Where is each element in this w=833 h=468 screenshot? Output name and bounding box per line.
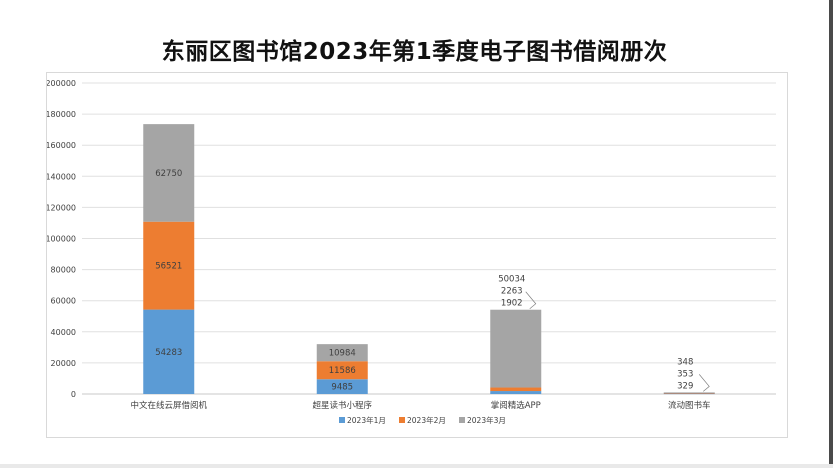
x-tick-label: 掌阅精选APP [491,400,541,411]
bar-segment [663,392,715,393]
data-label: 348 [677,357,693,367]
data-label: 2263 [501,287,523,297]
bar-segment [490,391,542,394]
page-edge [829,0,833,468]
y-tick-label: 80000 [51,266,76,275]
x-tick-label: 超星读书小程序 [312,400,372,411]
y-tick-label: 140000 [47,172,76,181]
y-tick-label: 160000 [47,141,76,150]
page-edge [0,464,833,468]
leader-line [698,374,710,392]
x-tick-label: 中文在线云屏借阅机 [130,400,207,411]
bar-segment [316,344,368,362]
data-label: 10984 [329,349,356,359]
y-tick-label: 100000 [47,235,76,244]
data-label: 11586 [329,366,356,376]
data-label: 56521 [155,262,182,272]
y-tick-label: 0 [71,390,76,399]
bar-segment [143,124,195,222]
bar-segment [143,221,195,310]
legend-label: 2023年2月 [407,415,446,425]
legend-swatch [399,417,405,423]
bar-segment [490,387,542,392]
y-tick-label: 40000 [51,328,76,337]
y-tick-label: 200000 [47,79,76,88]
x-tick-label: 流动图书车 [668,400,711,411]
bar-segment [143,309,195,394]
data-label: 62750 [155,169,182,179]
y-tick-label: 60000 [51,297,76,306]
bar-segment [663,393,715,395]
data-label: 1902 [501,299,523,309]
bar-segment [316,379,368,394]
bar-segment [316,361,368,380]
legend-swatch [339,417,345,423]
chart-title: 东丽区图书馆2023年第1季度电子图书借阅册次 [161,39,668,65]
bar-segment [490,309,542,388]
legend-swatch [459,417,465,423]
stacked-bar-chart: 0 20000 40000 60000 80000 100000 120000 140000 1… [45,79,776,425]
y-tick-label: 120000 [47,203,76,212]
data-label: 329 [677,381,693,391]
data-label: 9485 [331,383,353,393]
y-tick-label: 20000 [51,359,76,368]
data-label: 50034 [498,275,525,285]
legend-label: 2023年1月 [347,415,386,425]
bar-segment [663,392,715,394]
data-label: 353 [677,369,693,379]
leader-line [525,291,537,309]
chart-area: 0 20000 40000 60000 80000 100000 120000 140000 1… [45,72,788,438]
y-tick-label: 180000 [47,110,76,119]
data-label: 54283 [155,348,182,358]
legend-label: 2023年3月 [467,415,506,425]
